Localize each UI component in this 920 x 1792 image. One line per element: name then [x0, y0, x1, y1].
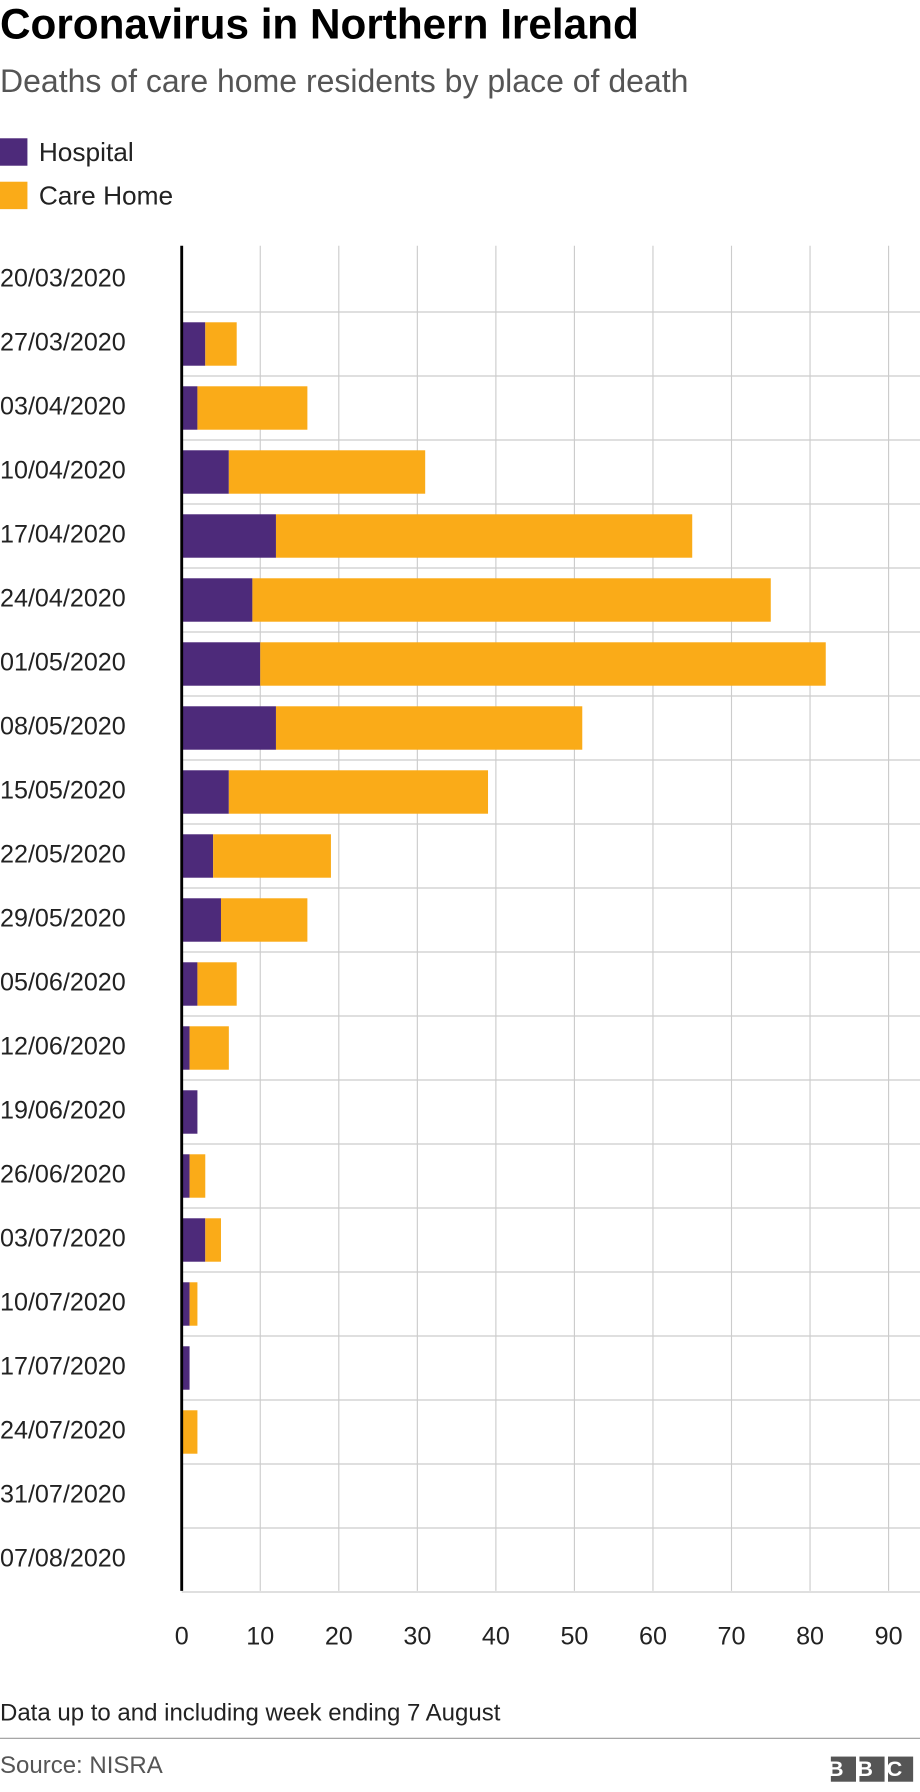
- grid: [181, 245, 920, 1593]
- y-tick-label: 10/04/2020: [0, 457, 126, 485]
- bar-segment: [197, 386, 308, 430]
- bar-segment: [220, 898, 308, 942]
- bar-segment: [275, 706, 583, 750]
- bar-segment: [228, 770, 489, 814]
- x-tick-label: 10: [246, 1622, 274, 1650]
- bar-segment: [181, 386, 198, 430]
- y-tick-label: 03/04/2020: [0, 393, 126, 421]
- legend-swatch: [0, 181, 28, 210]
- legend-swatch: [0, 138, 28, 166]
- y-tick-label: 08/05/2020: [0, 713, 126, 741]
- bar-segment: [189, 1154, 206, 1198]
- chart-title: Coronavirus in Northern Ireland: [0, 1, 639, 48]
- bar-segment: [181, 322, 206, 366]
- y-tick-label: 03/07/2020: [0, 1225, 126, 1253]
- bar-segment: [181, 770, 229, 814]
- y-tick-label: 27/03/2020: [0, 329, 126, 357]
- y-tick-label: 20/03/2020: [0, 265, 126, 293]
- bar-segment: [181, 1026, 190, 1070]
- bar-segment: [181, 578, 253, 622]
- y-tick-label: 24/07/2020: [0, 1417, 126, 1445]
- y-tick-label: 15/05/2020: [0, 777, 126, 805]
- bar-segment: [181, 1346, 190, 1390]
- x-tick-label: 20: [325, 1622, 353, 1650]
- bar-segment: [213, 834, 331, 878]
- y-tick-label: 07/08/2020: [0, 1545, 126, 1573]
- y-tick-label: 17/07/2020: [0, 1353, 126, 1381]
- y-tick-label: 10/07/2020: [0, 1289, 126, 1317]
- bar-segment: [205, 1218, 221, 1262]
- bar-segment: [181, 1154, 190, 1198]
- y-tick-label: 31/07/2020: [0, 1481, 126, 1509]
- bar-segment: [181, 898, 221, 942]
- bar-segment: [181, 1218, 206, 1262]
- y-tick-label: 01/05/2020: [0, 649, 126, 677]
- bar-segment: [205, 322, 237, 366]
- y-tick-label: 19/06/2020: [0, 1097, 126, 1125]
- bar-segment: [189, 1026, 229, 1070]
- x-tick-label: 50: [560, 1622, 588, 1650]
- x-tick-label: 60: [639, 1622, 667, 1650]
- bar-segment: [228, 450, 426, 494]
- bar-segment: [260, 642, 826, 686]
- logo: BBC: [828, 1756, 916, 1782]
- legend-label: Hospital: [39, 137, 134, 167]
- bar-segment: [181, 1090, 198, 1134]
- logo-text: BBC: [828, 1756, 916, 1781]
- bar-segment: [181, 834, 214, 878]
- bar-segment: [181, 514, 276, 558]
- x-tick-label: 90: [875, 1622, 903, 1650]
- chart-subtitle: Deaths of care home residents by place o…: [0, 63, 688, 99]
- bar-segment: [181, 706, 276, 750]
- legend-label: Care Home: [39, 181, 173, 211]
- x-tick-label: 30: [403, 1622, 431, 1650]
- bars: [181, 322, 826, 1454]
- bar-segment: [181, 642, 261, 686]
- bar-segment: [252, 578, 771, 622]
- x-tick-label: 80: [796, 1622, 824, 1650]
- x-tick-label: 40: [482, 1622, 510, 1650]
- y-tick-label: 05/06/2020: [0, 969, 126, 997]
- source: Source: NISRA: [0, 1752, 163, 1779]
- y-tick-label: 26/06/2020: [0, 1161, 126, 1189]
- y-tick-label: 17/04/2020: [0, 521, 126, 549]
- footnote: Data up to and including week ending 7 A…: [0, 1700, 501, 1727]
- bar-segment: [189, 1282, 198, 1326]
- y-tick-label: 22/05/2020: [0, 841, 126, 869]
- bar-segment: [181, 962, 198, 1006]
- y-tick-label: 24/04/2020: [0, 585, 126, 613]
- bar-segment: [181, 1282, 190, 1326]
- x-tick-label: 0: [175, 1622, 189, 1650]
- bar-segment: [181, 450, 229, 494]
- bar-segment: [197, 962, 237, 1006]
- y-tick-label: 29/05/2020: [0, 905, 126, 933]
- x-tick-label: 70: [718, 1622, 746, 1650]
- y-tick-label: 12/06/2020: [0, 1033, 126, 1061]
- bar-segment: [181, 1410, 198, 1454]
- bar-segment: [275, 514, 693, 558]
